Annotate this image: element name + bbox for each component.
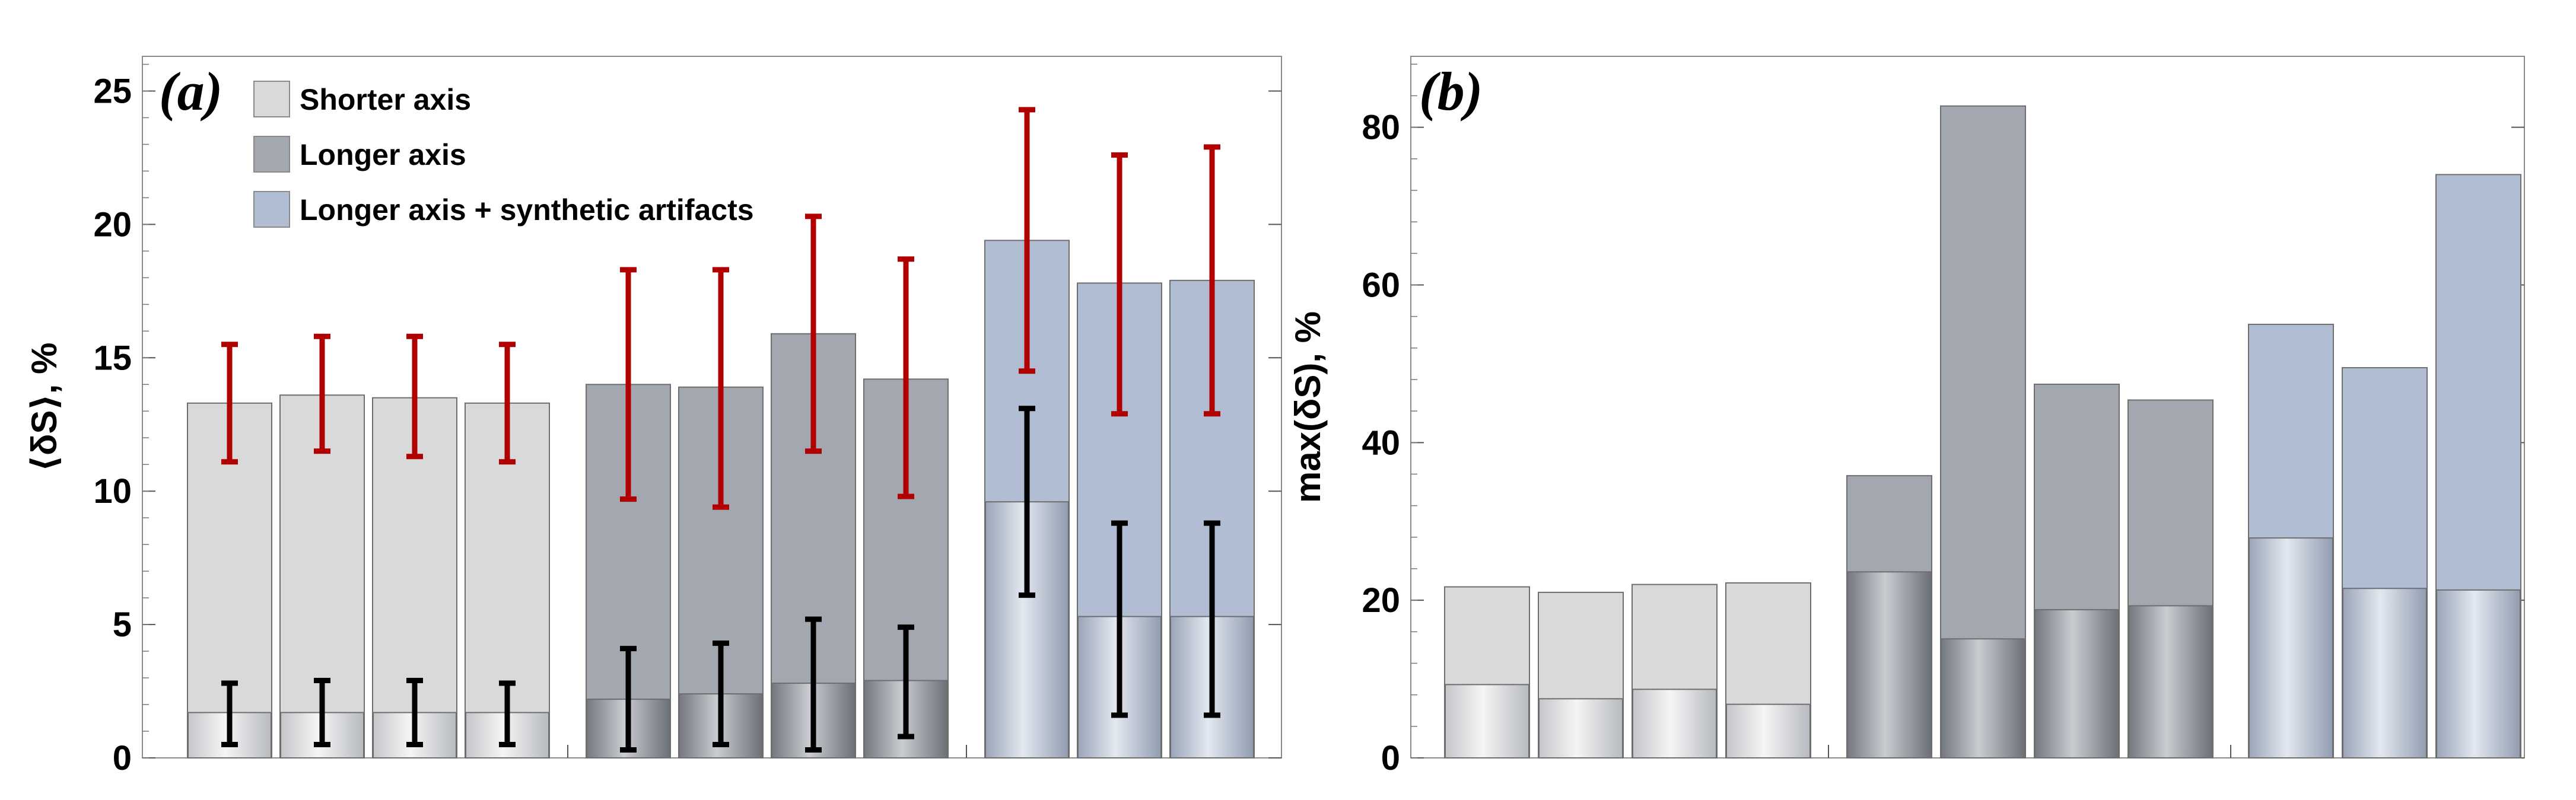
inner-bar-shorter-1 (1445, 684, 1529, 759)
inner-error-bar-shorter-2 (314, 678, 330, 748)
y-tick-label: 0 (113, 739, 132, 777)
inner-bar-synthetic-3 (2436, 589, 2521, 758)
y-tick-label: 15 (93, 339, 132, 377)
error-bar-longer-3 (805, 213, 822, 454)
legend-swatch-shorter-axis (253, 81, 290, 117)
y-axis-title: max(δS), % (1288, 311, 1328, 503)
chart-panel-b: 0 20 40 60 80 max(δS), % (1288, 56, 2525, 777)
y-tick-label: 20 (93, 205, 132, 244)
inner-bar-longer-1 (1847, 571, 1932, 758)
error-bar-synthetic-1 (1019, 107, 1035, 374)
inner-error-bar-longer-3 (805, 616, 822, 753)
error-bar-shorter-4 (499, 342, 516, 465)
inner-error-bar-synthetic-3 (1204, 520, 1220, 718)
inner-error-bar-longer-1 (620, 646, 637, 753)
y-axis-title: ⟨δS⟩, % (24, 343, 64, 472)
legend-swatch-synthetic (253, 191, 290, 228)
inner-bar-longer-3 (2034, 609, 2119, 759)
error-bar-synthetic-2 (1111, 152, 1128, 417)
inner-bar-shorter-2 (1538, 698, 1623, 758)
legend-label-synthetic: Longer axis + synthetic artifacts (300, 193, 754, 227)
inner-error-bar-shorter-3 (406, 678, 423, 748)
inner-error-bar-synthetic-2 (1111, 520, 1128, 718)
legend-swatch-longer-axis (253, 136, 290, 173)
inner-bar-longer-2 (1941, 638, 2025, 759)
error-bar-longer-1 (620, 267, 637, 502)
y-tick-label: 0 (1381, 739, 1400, 777)
y-tick-label: 80 (1362, 109, 1400, 147)
error-bar-longer-2 (713, 267, 729, 510)
legend-label-longer-axis: Longer axis (300, 138, 466, 171)
inner-bar-longer-4 (2128, 605, 2213, 758)
inner-error-bar-shorter-4 (499, 680, 516, 748)
y-tick-label: 20 (1362, 581, 1400, 620)
inner-bar-synthetic-1 (2249, 537, 2333, 758)
y-tick-label: 5 (113, 605, 132, 644)
error-bar-synthetic-3 (1204, 144, 1220, 417)
error-bar-shorter-2 (314, 333, 330, 454)
inner-bar-shorter-3 (1632, 689, 1717, 758)
panel-label-b: (b) (1419, 61, 1483, 122)
inner-error-bar-longer-2 (713, 640, 729, 748)
chart-panel-a: 0 5 10 15 20 25 ⟨δS⟩, % (24, 56, 1282, 777)
legend-label-shorter-axis: Shorter axis (300, 83, 471, 116)
y-tick-label: 40 (1362, 423, 1400, 462)
inner-bar-synthetic-2 (2342, 588, 2427, 758)
y-tick-label: 60 (1362, 266, 1400, 304)
error-bar-shorter-3 (406, 333, 423, 460)
y-tick-label: 10 (93, 472, 132, 511)
inner-error-bar-longer-4 (898, 624, 914, 740)
panel-label-a: (a) (159, 61, 222, 122)
y-tick-label: 25 (93, 72, 132, 110)
error-bar-longer-4 (898, 256, 914, 499)
legend: Shorter axis Longer axis Longer axis + s… (253, 81, 754, 228)
inner-error-bar-synthetic-1 (1019, 406, 1035, 598)
inner-bar-shorter-4 (1726, 703, 1811, 759)
error-bar-shorter-1 (221, 342, 238, 465)
inner-error-bar-shorter-1 (221, 680, 238, 748)
